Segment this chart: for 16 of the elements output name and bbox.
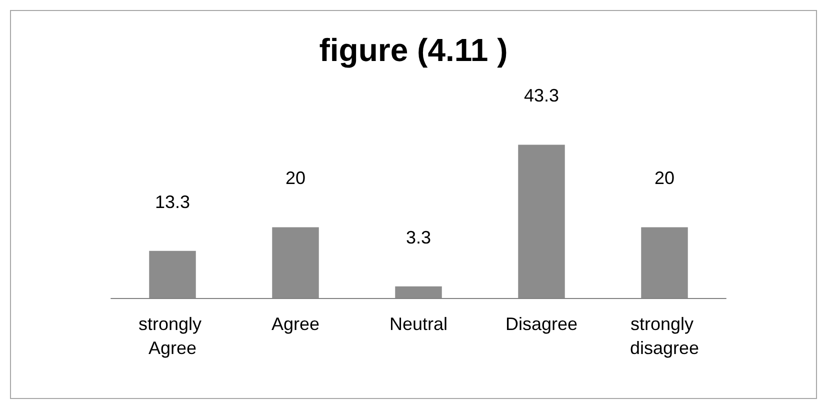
x-tick-label: Agree [271, 314, 320, 334]
x-tick-label: Disagree [505, 314, 578, 334]
bar [272, 227, 319, 298]
data-label: 20 [285, 168, 306, 188]
bar [395, 286, 442, 298]
data-label: 43.3 [524, 86, 560, 106]
x-tick-label: strongly Agree [138, 314, 207, 358]
bar [149, 250, 196, 298]
data-label: 3.3 [406, 227, 432, 248]
bar [518, 144, 565, 298]
chart-title: figure (4.11 ) [319, 32, 508, 68]
data-label: 13.3 [154, 192, 190, 212]
bar [641, 227, 688, 298]
data-label: 20 [654, 168, 675, 188]
x-tick-label: Neutral [389, 314, 448, 334]
x-tick-label: strongly disagree [630, 314, 700, 358]
